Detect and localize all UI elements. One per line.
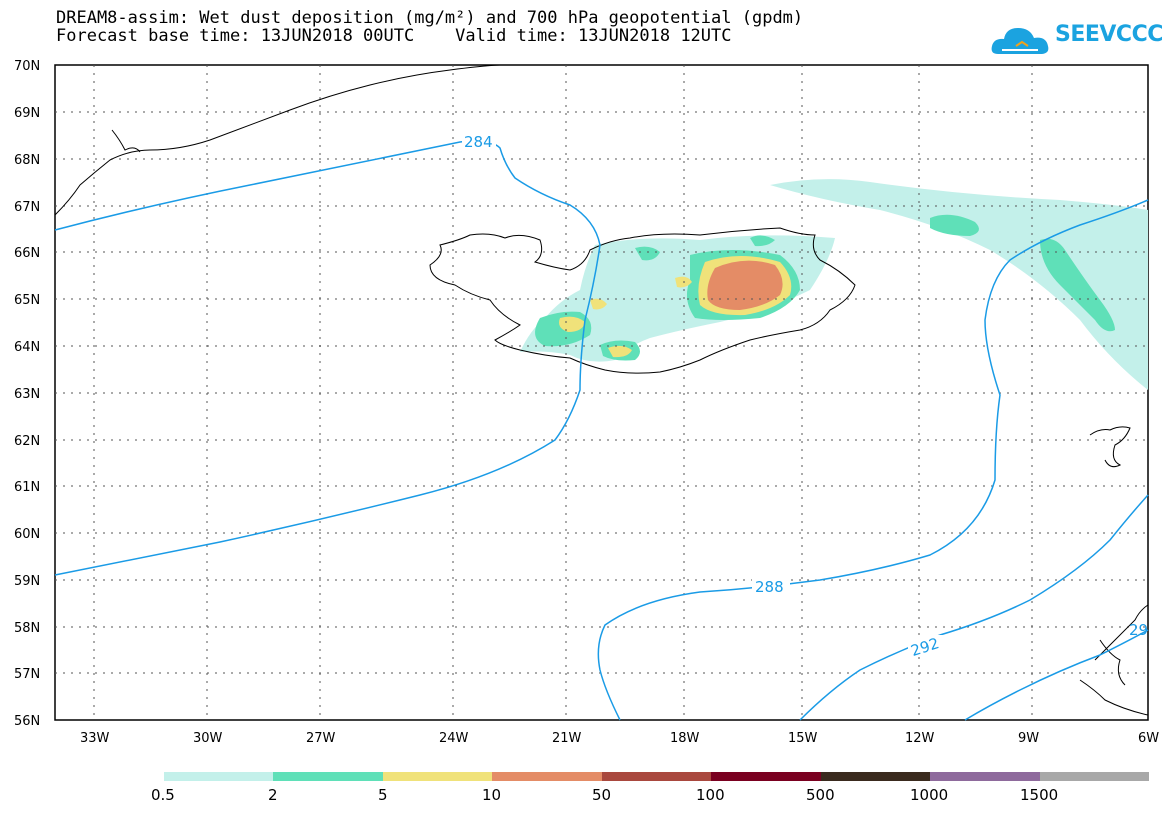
lat-label: 62N <box>14 434 40 449</box>
map-title: DREAM8-assim: Wet dust deposition (mg/m²… <box>56 8 804 28</box>
coastlines <box>54 64 1149 716</box>
lon-label: 6W <box>1138 731 1159 746</box>
legend-label: 500 <box>806 786 835 804</box>
lon-label: 30W <box>193 731 223 746</box>
legend-label: 5 <box>378 786 388 804</box>
lat-label: 56N <box>14 714 40 729</box>
lon-label: 24W <box>439 731 469 746</box>
legend-swatch <box>164 772 273 781</box>
legend-label: 0.5 <box>151 786 175 804</box>
lon-label: 12W <box>905 731 935 746</box>
legend-swatch <box>273 772 383 781</box>
lat-label: 68N <box>14 153 40 168</box>
dust-shading-10 <box>707 260 783 310</box>
legend-label: 1500 <box>1020 786 1058 804</box>
lat-label: 58N <box>14 621 40 636</box>
legend-swatch <box>1040 772 1149 781</box>
lat-label: 69N <box>14 106 40 121</box>
lon-label: 33W <box>80 731 110 746</box>
legend-label: 50 <box>592 786 611 804</box>
contour-label-284: 284 <box>464 133 493 151</box>
forecast-time-line: Forecast base time: 13JUN2018 00UTC Vali… <box>56 26 732 46</box>
contour-labels: 284 288 292 29 <box>462 132 1148 660</box>
lon-label: 15W <box>788 731 818 746</box>
lat-label: 60N <box>14 527 40 542</box>
color-legend: 0.5 2 5 10 50 100 500 1000 1500 <box>151 772 1149 804</box>
legend-swatch <box>930 772 1040 781</box>
longitude-labels: 33W 30W 27W 24W 21W 18W 15W 12W 9W 6W <box>80 731 1159 746</box>
legend-swatch <box>821 772 930 781</box>
lat-label: 70N <box>14 59 40 74</box>
lat-label: 65N <box>14 293 40 308</box>
legend-label: 2 <box>268 786 278 804</box>
map-frame <box>54 64 1149 721</box>
contour-label-29: 29 <box>1129 621 1148 639</box>
logo-text: SEEVCCC <box>1055 22 1163 47</box>
latitude-labels: 70N 69N 68N 67N 66N 65N 64N 63N 62N 61N … <box>14 59 40 729</box>
lat-label: 61N <box>14 480 40 495</box>
legend-swatch <box>492 772 602 781</box>
graticule <box>55 65 1148 720</box>
lat-label: 67N <box>14 200 40 215</box>
legend-label: 10 <box>482 786 501 804</box>
lon-label: 9W <box>1018 731 1039 746</box>
legend-label: 1000 <box>910 786 948 804</box>
legend-swatch <box>602 772 711 781</box>
contour-label-288: 288 <box>755 578 784 596</box>
geopotential-contours <box>54 140 1149 721</box>
lat-label: 63N <box>14 387 40 402</box>
legend-swatch <box>383 772 492 781</box>
lat-label: 66N <box>14 246 40 261</box>
lon-label: 27W <box>306 731 336 746</box>
lat-label: 57N <box>14 667 40 682</box>
legend-swatch <box>711 772 821 781</box>
lat-label: 59N <box>14 574 40 589</box>
lat-label: 64N <box>14 340 40 355</box>
lon-label: 21W <box>552 731 582 746</box>
lon-label: 18W <box>670 731 700 746</box>
legend-label: 100 <box>696 786 725 804</box>
cloud-logo-icon <box>991 28 1049 54</box>
